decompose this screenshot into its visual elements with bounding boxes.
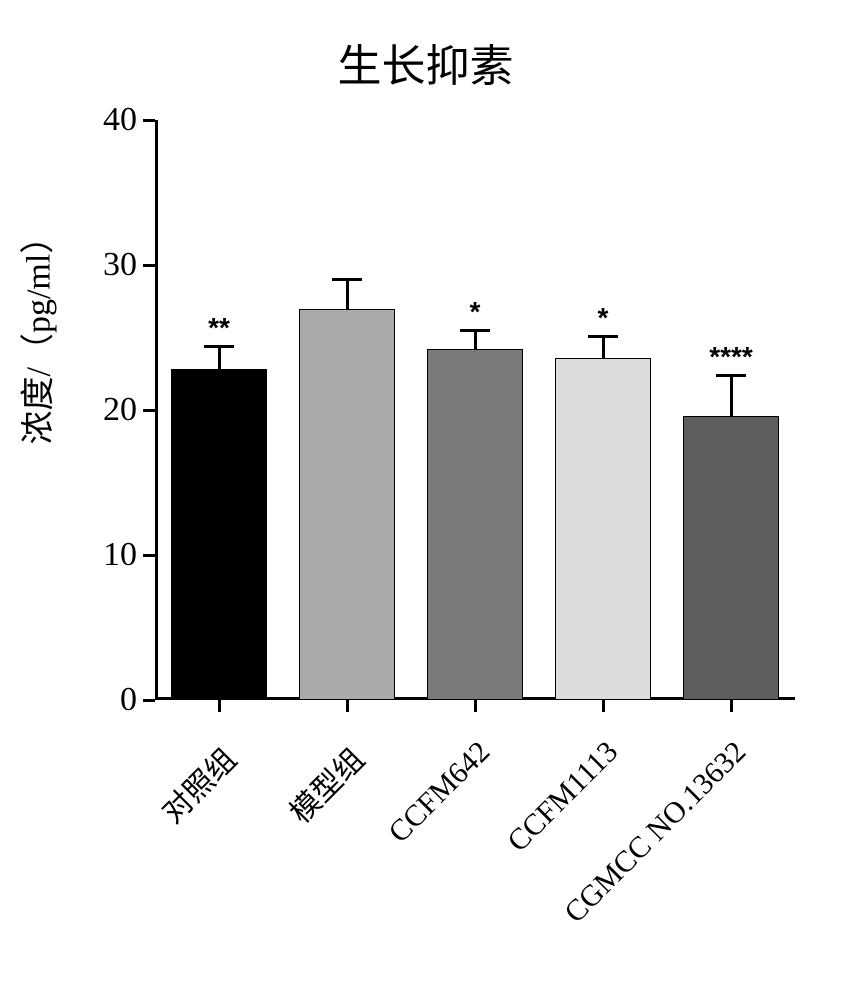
y-tick-label: 0: [77, 681, 137, 719]
y-tick-mark: [143, 264, 155, 267]
y-tick-mark: [143, 119, 155, 122]
x-tick-mark: [730, 700, 733, 712]
error-bar-cap: [460, 329, 490, 332]
error-bar-cap: [588, 335, 618, 338]
y-tick-label: 10: [77, 536, 137, 574]
error-bar-cap: [204, 345, 234, 348]
y-tick-mark: [143, 699, 155, 702]
bar: [683, 416, 779, 700]
x-tick-mark: [602, 700, 605, 712]
x-tick-mark: [218, 700, 221, 712]
significance-label: *: [415, 296, 535, 328]
y-tick-label: 40: [77, 101, 137, 139]
bar: [299, 309, 395, 701]
bar: [171, 369, 267, 700]
y-tick-mark: [143, 409, 155, 412]
x-tick-label: 模型组: [129, 736, 372, 979]
bar: [427, 349, 523, 700]
error-bar-stem: [346, 280, 349, 309]
significance-label: *: [543, 302, 663, 334]
x-tick-label: CGMCC NO.13632: [517, 735, 753, 971]
x-tick-label: CCFM642: [261, 735, 497, 971]
chart-title: 生长抑素: [0, 30, 851, 94]
error-bar-cap: [332, 278, 362, 281]
x-tick-label: 对照组: [1, 736, 244, 979]
y-tick-label: 30: [77, 246, 137, 284]
error-bar-cap: [716, 374, 746, 377]
somatostatin-bar-chart: 生长抑素 浓度/（pg/ml） 0 10 20 30 40 ** 对照组模型组 * CCFM64…: [0, 0, 851, 1000]
y-tick-mark: [143, 554, 155, 557]
bar: [555, 358, 651, 700]
x-tick-mark: [474, 700, 477, 712]
error-bar-stem: [730, 375, 733, 416]
error-bar-stem: [474, 330, 477, 349]
error-bar-stem: [218, 346, 221, 369]
y-axis-label: 浓度/（pg/ml）: [11, 385, 60, 445]
x-tick-mark: [346, 700, 349, 712]
significance-label: **: [159, 312, 279, 344]
y-tick-label: 20: [77, 391, 137, 429]
error-bar-stem: [602, 336, 605, 358]
significance-label: ****: [671, 341, 791, 373]
x-tick-label: CCFM1113: [389, 735, 625, 971]
